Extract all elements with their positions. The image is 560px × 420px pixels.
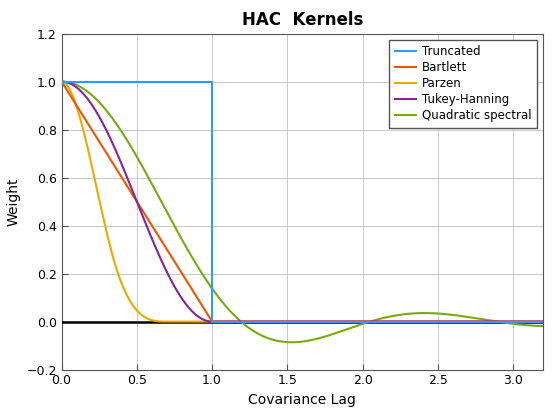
Parzen [540,319,547,324]
Parzen [242,319,249,324]
Line: Truncated: Truncated [62,81,543,322]
Parzen [454,319,461,324]
Tukey-Hanning [371,319,378,324]
Tukey-Hanning [146,229,152,234]
Bartlett [418,319,424,324]
Parzen [58,79,65,84]
Quadratic spectral [242,323,249,328]
Parzen [146,317,152,322]
Bartlett [540,319,547,324]
Y-axis label: Weight: Weight [7,177,21,226]
Bartlett [242,319,249,324]
Bartlett [58,79,65,84]
Line: Parzen: Parzen [62,81,543,322]
Parzen [418,319,424,324]
Quadratic spectral [146,176,152,181]
Tukey-Hanning [242,319,249,324]
Tukey-Hanning [58,79,65,84]
Tukey-Hanning [454,319,461,324]
Bartlett [371,319,378,324]
Truncated [540,319,547,324]
Quadratic spectral [454,313,461,318]
Truncated [209,319,216,324]
Quadratic spectral [540,324,547,329]
Tukey-Hanning [209,319,216,324]
Tukey-Hanning [347,319,354,324]
Truncated [58,79,65,84]
X-axis label: Covariance Lag: Covariance Lag [249,393,356,407]
Tukey-Hanning [418,319,424,324]
Quadratic spectral [58,79,65,84]
Quadratic spectral [418,310,424,315]
Tukey-Hanning [540,319,547,324]
Legend: Truncated, Bartlett, Parzen, Tukey-Hanning, Quadratic spectral: Truncated, Bartlett, Parzen, Tukey-Hanni… [389,39,537,128]
Bartlett [209,319,216,324]
Quadratic spectral [347,326,354,331]
Parzen [164,319,170,324]
Quadratic spectral [371,318,378,323]
Bartlett [146,218,152,223]
Title: HAC  Kernels: HAC Kernels [242,11,363,29]
Quadratic spectral [288,340,295,345]
Bartlett [347,319,354,324]
Parzen [347,319,354,324]
Line: Tukey-Hanning: Tukey-Hanning [62,81,543,322]
Line: Bartlett: Bartlett [62,81,543,322]
Truncated [209,79,216,84]
Line: Quadratic spectral: Quadratic spectral [62,81,543,342]
Bartlett [454,319,461,324]
Parzen [371,319,378,324]
